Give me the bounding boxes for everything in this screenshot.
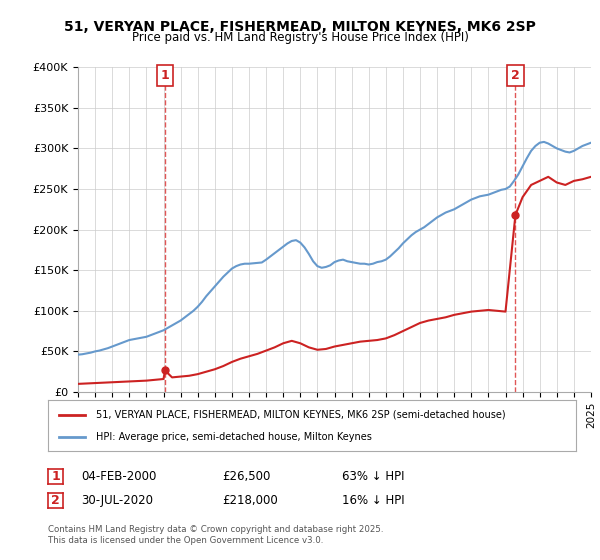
Text: 2: 2 [511,69,520,82]
Text: 30-JUL-2020: 30-JUL-2020 [81,494,153,507]
Text: Contains HM Land Registry data © Crown copyright and database right 2025.
This d: Contains HM Land Registry data © Crown c… [48,525,383,545]
Text: Price paid vs. HM Land Registry's House Price Index (HPI): Price paid vs. HM Land Registry's House … [131,31,469,44]
Text: 2: 2 [51,494,60,507]
Text: £26,500: £26,500 [222,470,271,483]
Text: 63% ↓ HPI: 63% ↓ HPI [342,470,404,483]
Text: 1: 1 [51,470,60,483]
Text: £218,000: £218,000 [222,494,278,507]
Text: 16% ↓ HPI: 16% ↓ HPI [342,494,404,507]
Text: 51, VERYAN PLACE, FISHERMEAD, MILTON KEYNES, MK6 2SP: 51, VERYAN PLACE, FISHERMEAD, MILTON KEY… [64,20,536,34]
Text: HPI: Average price, semi-detached house, Milton Keynes: HPI: Average price, semi-detached house,… [95,432,371,442]
Text: 04-FEB-2000: 04-FEB-2000 [81,470,157,483]
Text: 51, VERYAN PLACE, FISHERMEAD, MILTON KEYNES, MK6 2SP (semi-detached house): 51, VERYAN PLACE, FISHERMEAD, MILTON KEY… [95,409,505,419]
Text: 1: 1 [161,69,169,82]
